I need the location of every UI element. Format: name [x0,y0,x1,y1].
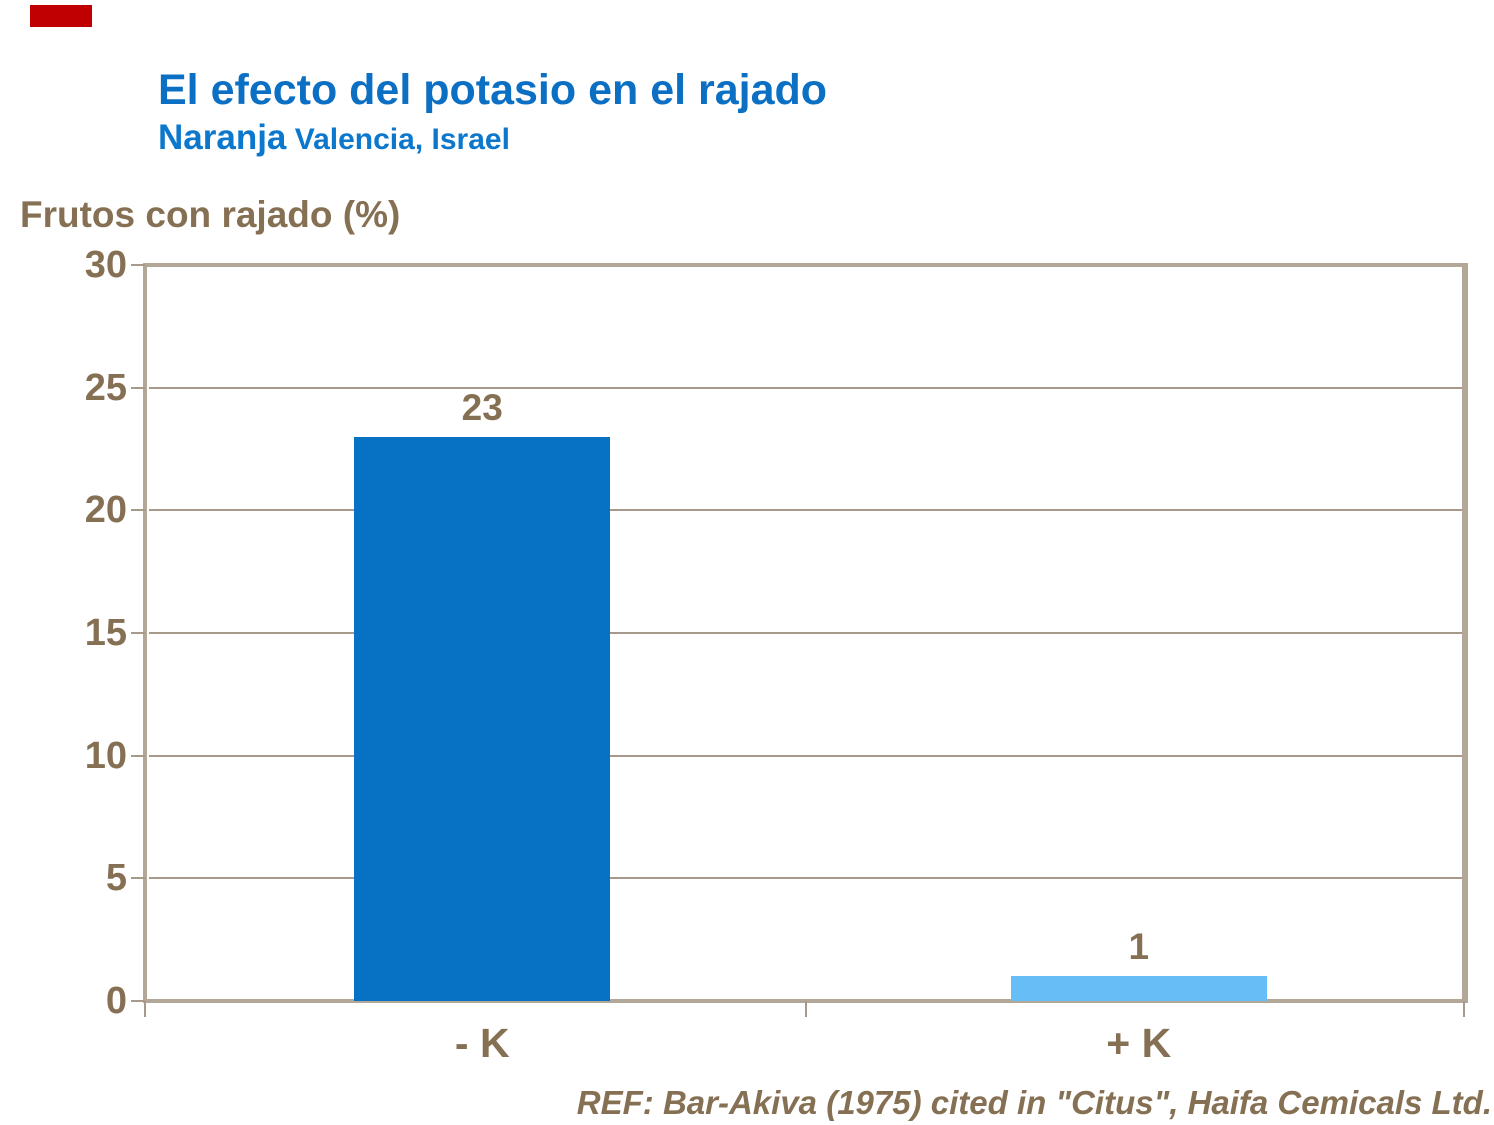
y-tick-label: 0 [105,980,127,1022]
y-tick-label: 5 [105,857,127,900]
y-axis-tick [131,264,145,266]
x-axis-tick [1463,1001,1465,1017]
y-axis-tick [131,632,145,634]
red-corner-marker [30,5,92,27]
y-tick-label: 30 [84,244,127,286]
y-axis-tick [131,509,145,512]
reference-note: REF: Bar-Akiva (1975) cited in "Citus", … [576,1084,1492,1121]
y-axis-tick [131,754,145,757]
y-tick-label: 10 [84,734,127,777]
gridline [149,754,1462,757]
category-label: + K [1106,1020,1172,1066]
y-tick-label: 25 [84,366,127,409]
x-axis-tick [805,1001,807,1017]
bar-plus-k [1010,976,1267,1001]
category-label: - K [454,1020,510,1066]
slide-title: El efecto del potasio en el rajado [158,66,828,114]
gridline [149,509,1462,512]
gridline [149,877,1462,880]
y-tick-label: 15 [84,612,127,654]
slide-subtitle-detail: Valencia, Israel [286,123,510,156]
y-axis-tick [131,1000,145,1002]
value-label: 23 [461,386,503,428]
y-axis-tick [131,386,145,389]
x-axis-tick [144,1001,146,1017]
bar-minus-k [354,436,611,1001]
gridline [149,632,1462,634]
y-axis-title: Frutos con rajado (%) [20,194,401,235]
y-axis-tick [131,877,145,880]
value-label: 1 [1128,926,1150,968]
gridline [149,386,1462,389]
slide-subtitle-main: Naranja [158,118,287,157]
y-tick-label: 20 [84,489,127,532]
slide-subtitle: Naranja Valencia, Israel [158,118,1058,158]
